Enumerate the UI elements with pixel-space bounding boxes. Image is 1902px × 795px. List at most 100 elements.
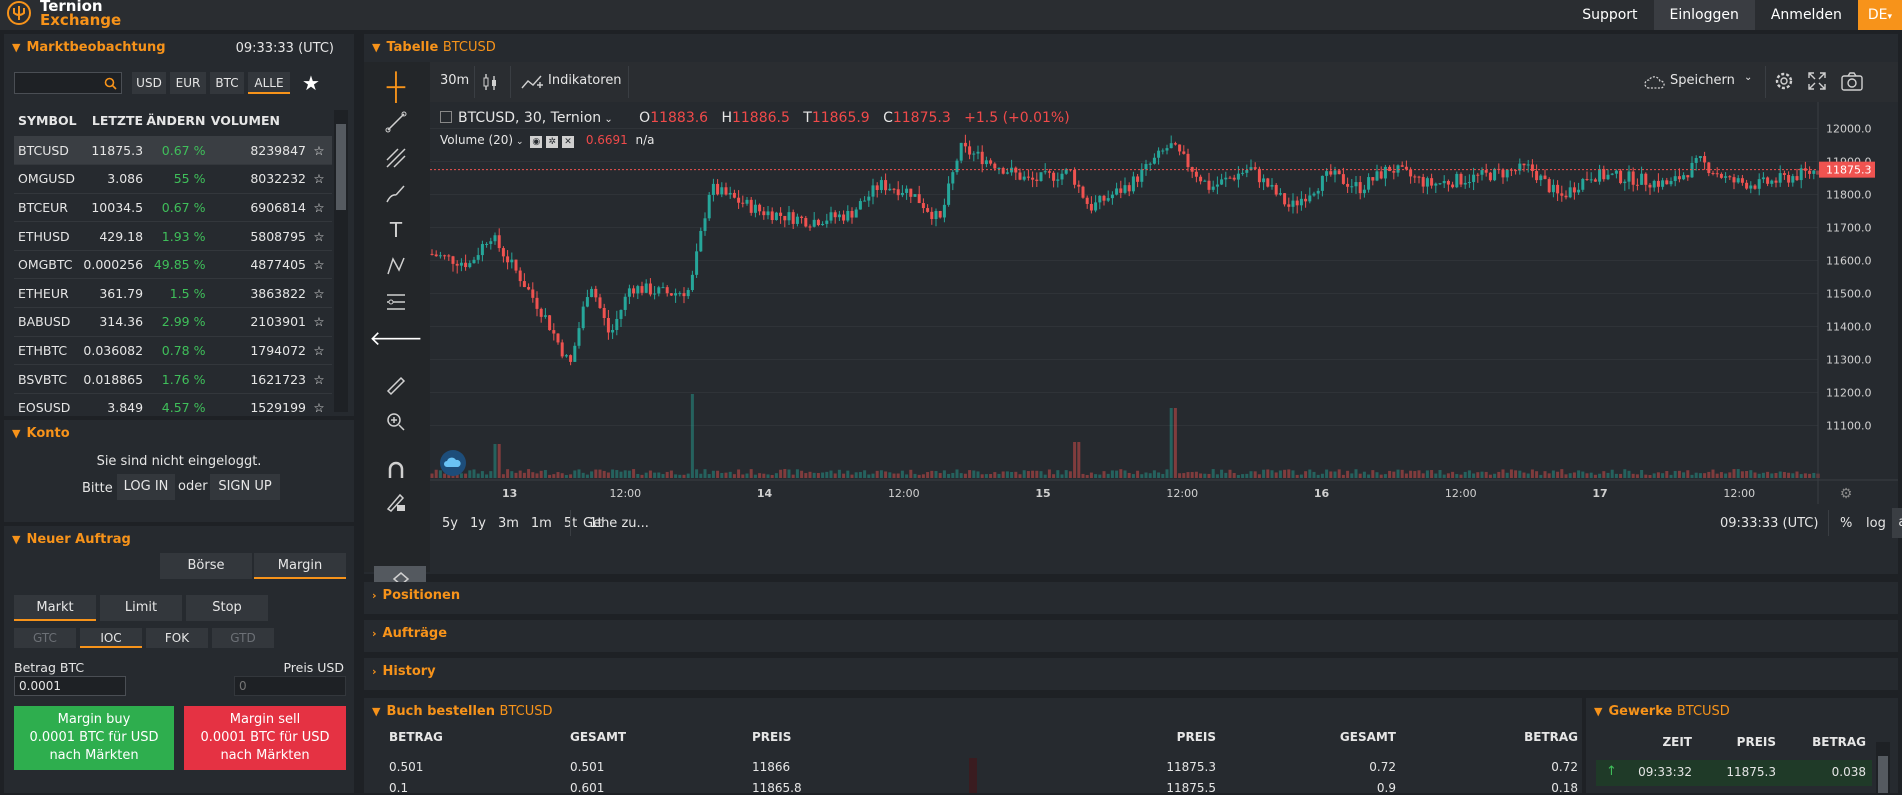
chevron-down-icon[interactable]: ⌄ xyxy=(1744,72,1753,83)
price-input[interactable] xyxy=(234,676,346,696)
type-stop[interactable]: Stop xyxy=(186,595,268,621)
tab-margin[interactable]: Margin xyxy=(254,553,346,579)
favorites-star-icon[interactable]: ★ xyxy=(302,71,320,95)
scrollbar-thumb[interactable] xyxy=(336,124,346,210)
market-row[interactable]: ETHBTC 0.036082 0.78 % 1794072 ☆ xyxy=(14,336,332,366)
favorite-star-icon[interactable]: ☆ xyxy=(306,250,332,280)
logo[interactable]: Ternion Exchange xyxy=(4,0,121,28)
market-row[interactable]: OMGBTC 0.000256 49.85 % 4877405 ☆ xyxy=(14,250,332,280)
filter-all[interactable]: ALLE xyxy=(248,72,290,94)
positions-section[interactable]: › Positionen xyxy=(364,582,1898,614)
signup-button[interactable]: SIGN UP xyxy=(210,474,280,500)
chevron-right-icon[interactable]: › xyxy=(372,627,377,640)
range-3m[interactable]: 3m xyxy=(497,516,519,531)
favorite-star-icon[interactable]: ☆ xyxy=(306,193,332,223)
market-row[interactable]: BTCUSD 11875.3 0.67 % 8239847 ☆ xyxy=(14,136,332,166)
chevron-down-icon[interactable]: ▼ xyxy=(1594,705,1603,718)
market-row[interactable]: EOSUSD 3.849 4.57 % 1529199 ☆ xyxy=(14,393,332,423)
arrow-left-icon[interactable]: 🡐 xyxy=(369,326,423,350)
support-link[interactable]: Support xyxy=(1582,7,1638,23)
market-row[interactable]: BTCEUR 10034.5 0.67 % 6906814 ☆ xyxy=(14,193,332,223)
symbol-search-input[interactable] xyxy=(14,72,122,94)
text-tool-icon[interactable]: T xyxy=(389,218,403,242)
camera-icon[interactable] xyxy=(1840,70,1864,96)
favorite-star-icon[interactable]: ☆ xyxy=(306,307,332,337)
favorite-star-icon[interactable]: ☆ xyxy=(306,393,332,423)
chevron-right-icon[interactable]: › xyxy=(372,589,377,602)
brush-icon[interactable] xyxy=(382,180,410,208)
chevron-down-icon[interactable]: ▼ xyxy=(12,427,21,440)
interval-select[interactable]: 30m xyxy=(440,73,470,88)
crosshair-icon[interactable]: ┼ xyxy=(386,71,406,102)
close-icon[interactable]: ✕ xyxy=(562,136,574,148)
collapse-legend-icon[interactable] xyxy=(440,111,452,123)
margin-sell-button[interactable]: Margin sell 0.0001 BTC für USD nach Märkte… xyxy=(184,706,346,770)
magnet-icon[interactable] xyxy=(382,456,410,484)
market-row[interactable]: OMGUSD 3.086 55 % 8032232 ☆ xyxy=(14,164,332,194)
history-section[interactable]: › History xyxy=(364,658,1898,690)
settings-icon[interactable]: ✲ xyxy=(546,136,559,148)
scrollbar-thumb[interactable] xyxy=(1878,756,1888,793)
candlestick-chart[interactable]: 12000.011900.011800.011700.011600.011500… xyxy=(430,102,1898,504)
margin-buy-button[interactable]: Margin buy 0.0001 BTC für USD nach Märkten xyxy=(14,706,174,770)
login-button[interactable]: LOG IN xyxy=(117,474,175,500)
fullscreen-icon[interactable] xyxy=(1806,70,1828,96)
legend-symbol[interactable]: BTCUSD, 30, Ternion xyxy=(458,110,602,126)
language-select[interactable]: DE▾ xyxy=(1857,0,1902,30)
tif-ioc[interactable]: IOC xyxy=(80,628,142,648)
favorite-star-icon[interactable]: ☆ xyxy=(306,221,332,251)
orders-section[interactable]: › Aufträge xyxy=(364,620,1898,652)
amount-input[interactable] xyxy=(14,676,126,696)
filter-usd[interactable]: USD xyxy=(132,72,166,94)
filter-eur[interactable]: EUR xyxy=(170,72,206,94)
tab-exchange[interactable]: Börse xyxy=(160,553,252,579)
market-row[interactable]: BSVBTC 0.018865 1.76 % 1621723 ☆ xyxy=(14,364,332,394)
projection-icon[interactable] xyxy=(382,288,410,316)
ruler-icon[interactable] xyxy=(382,372,410,400)
save-button[interactable]: Speichern xyxy=(1670,73,1735,88)
chevron-down-icon[interactable]: ⌄ xyxy=(601,114,613,125)
chevron-right-icon[interactable]: › xyxy=(372,665,377,678)
chevron-down-icon[interactable]: ▼ xyxy=(12,41,21,54)
trendline-icon[interactable] xyxy=(382,108,410,136)
range-5y[interactable]: 5y xyxy=(442,516,458,531)
indicators-icon[interactable] xyxy=(520,72,544,96)
market-row[interactable]: BABUSD 314.36 2.99 % 2103901 ☆ xyxy=(14,307,332,337)
log-scale-button[interactable]: log xyxy=(1866,516,1886,531)
type-limit[interactable]: Limit xyxy=(100,595,182,621)
eye-icon[interactable]: ◉ xyxy=(530,136,543,148)
candle-type-icon[interactable] xyxy=(482,72,498,96)
market-row[interactable]: ETHUSD 429.18 1.93 % 5808795 ☆ xyxy=(14,221,332,251)
axis-settings-icon[interactable]: ⚙ xyxy=(1840,486,1853,502)
tif-fok[interactable]: FOK xyxy=(146,628,208,648)
goto-date-button[interactable]: Gehe zu... xyxy=(583,516,649,531)
chevron-down-icon[interactable]: ▼ xyxy=(12,533,21,546)
pattern-icon[interactable] xyxy=(382,252,410,280)
filter-btc[interactable]: BTC xyxy=(210,72,244,94)
auto-scale-button[interactable]: auto xyxy=(1892,508,1902,538)
cloud-logo-icon[interactable] xyxy=(440,450,466,476)
favorite-star-icon[interactable]: ☆ xyxy=(306,278,332,309)
market-row[interactable]: ETHEUR 361.79 1.5 % 3863822 ☆ xyxy=(14,278,332,309)
indicators-button[interactable]: Indikatoren xyxy=(548,73,622,88)
percent-scale-button[interactable]: % xyxy=(1840,516,1853,531)
chart-area[interactable]: 12000.011900.011800.011700.011600.011500… xyxy=(430,102,1898,504)
chevron-down-icon[interactable]: ▼ xyxy=(372,41,381,54)
favorite-star-icon[interactable]: ☆ xyxy=(306,136,332,166)
lock-drawing-icon[interactable] xyxy=(382,488,410,516)
trades-scrollbar[interactable] xyxy=(1876,742,1890,793)
market-scrollbar[interactable] xyxy=(334,110,348,412)
favorite-star-icon[interactable]: ☆ xyxy=(306,164,332,194)
fib-icon[interactable] xyxy=(382,144,410,172)
favorite-star-icon[interactable]: ☆ xyxy=(306,336,332,366)
range-1t[interactable]: 1t xyxy=(589,516,603,531)
range-1m[interactable]: 1m xyxy=(530,516,552,531)
tif-gtd[interactable]: GTD xyxy=(212,628,274,648)
gear-icon[interactable] xyxy=(1773,70,1795,96)
range-1y[interactable]: 1y xyxy=(469,516,486,531)
login-link[interactable]: Einloggen xyxy=(1653,0,1755,30)
favorite-star-icon[interactable]: ☆ xyxy=(306,364,332,394)
volume-label[interactable]: Volume (20) xyxy=(440,133,514,147)
register-link[interactable]: Anmelden xyxy=(1770,7,1842,23)
type-market[interactable]: Markt xyxy=(14,595,96,621)
